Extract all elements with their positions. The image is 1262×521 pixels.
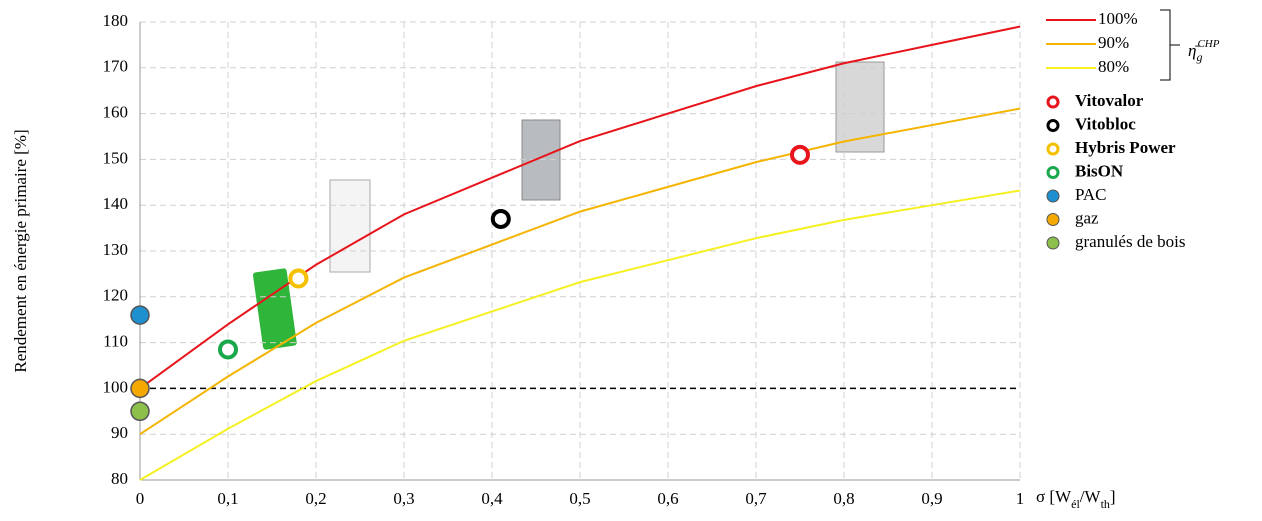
product-image [329,179,371,273]
data-point [288,268,309,289]
y-tick-label: 110 [103,332,128,351]
x-tick-label: 0,3 [393,489,414,508]
legend-label: PAC [1075,185,1107,204]
legend-marker [1046,213,1060,226]
legend-label: Hybris Power [1075,138,1176,157]
legend-title: η̄gCHP [1188,38,1220,64]
legend-label: BisON [1075,161,1124,180]
legend-marker [1046,189,1060,203]
y-tick-label: 160 [103,103,129,122]
data-point [218,339,238,360]
y-tick-label: 150 [103,148,129,167]
x-tick-label: 0,5 [569,489,590,508]
x-tick-label: 0,7 [745,489,767,508]
y-tick-label: 90 [111,423,128,442]
data-point [130,305,150,325]
data-point [130,378,150,399]
product-image [252,268,297,350]
legend-marker [1046,95,1060,109]
x-axis-label-part: él [1071,497,1080,511]
series-line [139,189,1021,481]
x-axis-label-part: th [1101,497,1110,511]
legend-title-sup: CHP [1197,38,1219,50]
data-point [790,144,810,165]
y-tick-label: 140 [103,194,129,213]
x-tick-label: 0,4 [481,489,503,508]
y-tick-label: 120 [103,286,129,305]
series-line [139,25,1021,390]
legend-label: 80% [1098,57,1129,76]
y-tick-label: 80 [111,469,128,488]
x-axis-label-part: ] [1110,487,1116,506]
x-axis-label: σ [Wél/Wth] [1036,487,1116,511]
legend-label: granulés de bois [1075,232,1185,251]
product-image [521,119,561,201]
legend-label: 100% [1098,9,1138,28]
legend-bracket [1160,9,1180,81]
y-axis-label: Rendement en énergie primaire [%] [11,129,30,372]
legend-marker [1046,119,1060,132]
x-tick-label: 0,2 [305,489,326,508]
legend-label: Vitobloc [1075,114,1136,133]
y-tick-label: 100 [103,377,129,396]
legend-label: Vitovalor [1075,91,1144,110]
x-tick-label: 0,6 [657,489,678,508]
data-point [130,401,150,422]
legend-title-sub: g [1196,50,1202,64]
legend-marker [1046,142,1060,156]
series-line [139,107,1021,436]
x-axis-label-part: /W [1080,487,1102,506]
y-tick-label: 170 [103,57,129,76]
legend-label: gaz [1075,208,1099,227]
y-tick-label: 130 [103,240,129,259]
x-tick-label: 1 [1016,489,1025,508]
x-tick-label: 0 [136,489,145,508]
y-tick-label: 180 [103,11,129,30]
x-tick-label: 0,8 [833,489,854,508]
x-tick-label: 0,1 [217,489,238,508]
legend-marker [1046,166,1060,179]
legend-label: 90% [1098,33,1129,52]
x-tick-label: 0,9 [921,489,942,508]
legend-marker [1046,236,1060,250]
data-point [490,208,511,229]
x-axis-label-part: σ [W [1036,487,1072,506]
